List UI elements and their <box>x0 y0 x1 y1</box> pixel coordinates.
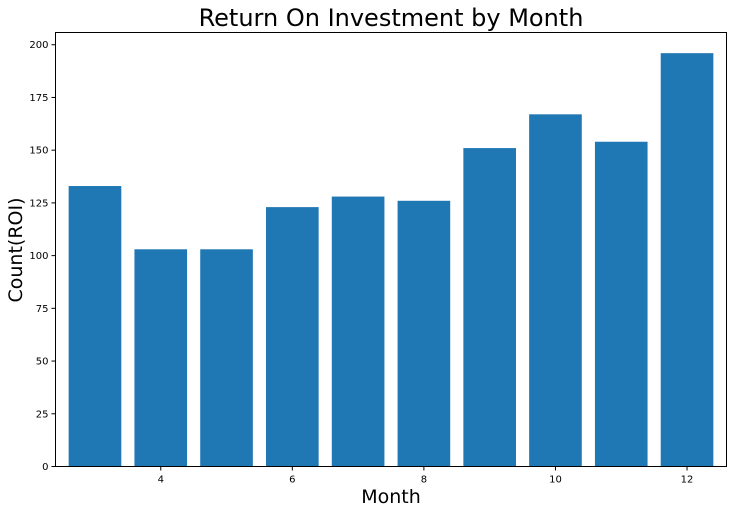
x-tick-label: 6 <box>289 475 295 486</box>
bar-month-9 <box>463 148 516 467</box>
y-tick-label: 0 <box>42 462 48 473</box>
y-tick-label: 100 <box>29 251 48 262</box>
x-tick-label: 12 <box>681 475 694 486</box>
bar-month-6 <box>266 207 319 467</box>
bar-month-7 <box>331 196 385 467</box>
y-tick-label: 50 <box>36 357 49 368</box>
bars-group <box>68 53 714 467</box>
y-tick-label: 175 <box>29 93 48 104</box>
chart-title: Return On Investment by Month <box>199 4 584 32</box>
x-axis-label: Month <box>361 486 421 508</box>
bar-month-11 <box>594 141 648 467</box>
bar-month-5 <box>200 249 253 467</box>
y-tick-label: 125 <box>29 198 48 209</box>
bar-month-8 <box>397 200 451 467</box>
y-tick-label: 150 <box>29 146 48 157</box>
plot-frame <box>55 32 727 467</box>
bar-month-3 <box>68 186 122 467</box>
y-axis: 0 25 50 75 100 125 150 175 200 <box>29 40 56 473</box>
y-tick-label: 75 <box>36 304 49 315</box>
x-tick-label: 8 <box>421 475 427 486</box>
y-tick-label: 25 <box>36 409 49 420</box>
x-tick-label: 10 <box>549 475 562 486</box>
x-axis: 4 6 8 10 12 <box>158 466 694 486</box>
bar-month-4 <box>134 249 188 467</box>
bar-month-10 <box>529 114 582 467</box>
bar-month-12 <box>660 53 714 467</box>
x-tick-label: 4 <box>158 475 164 486</box>
y-tick-label: 200 <box>29 40 48 51</box>
y-axis-label: Count(ROI) <box>5 197 27 302</box>
